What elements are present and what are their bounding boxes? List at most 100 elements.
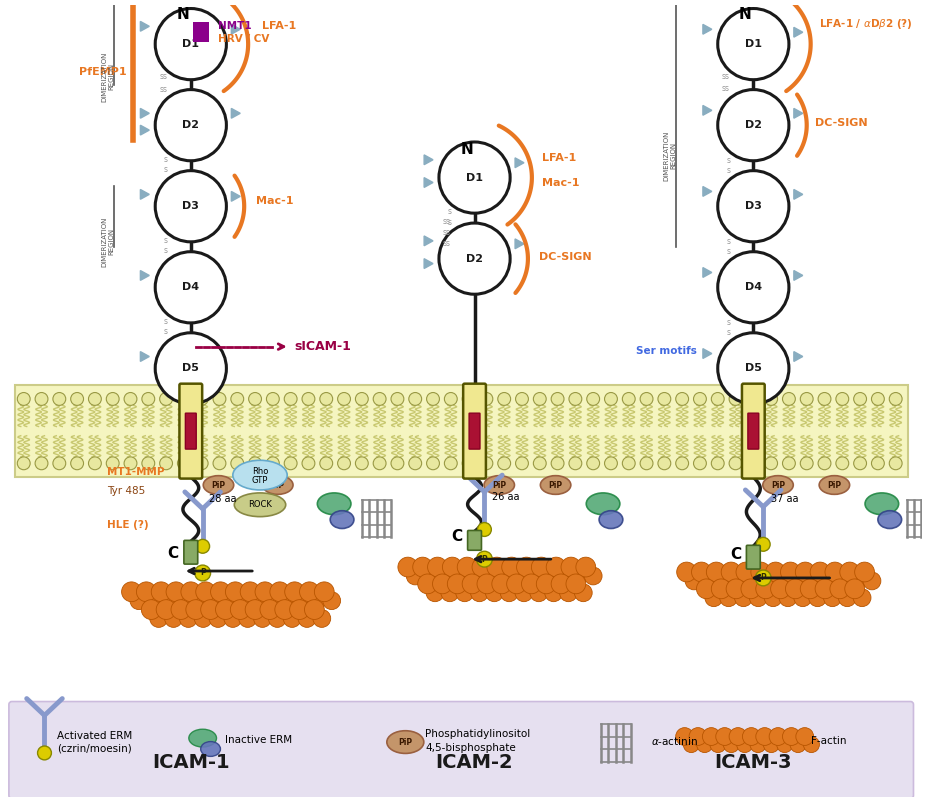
Circle shape — [155, 252, 227, 323]
Circle shape — [675, 727, 693, 745]
Circle shape — [853, 589, 871, 606]
Circle shape — [37, 746, 51, 759]
Circle shape — [160, 457, 173, 470]
Circle shape — [717, 333, 789, 404]
Circle shape — [675, 457, 689, 470]
Circle shape — [145, 592, 162, 610]
Text: s: s — [164, 246, 168, 255]
Circle shape — [142, 600, 161, 619]
Circle shape — [801, 392, 814, 405]
Circle shape — [211, 582, 230, 602]
Circle shape — [721, 562, 741, 582]
Polygon shape — [425, 155, 433, 164]
Circle shape — [500, 584, 518, 602]
Circle shape — [53, 392, 65, 405]
Text: 4,5-bisphosphate: 4,5-bisphosphate — [425, 743, 516, 753]
Circle shape — [759, 572, 777, 589]
Text: MT1-MMP: MT1-MMP — [106, 467, 164, 477]
Text: Rho: Rho — [252, 467, 268, 476]
Circle shape — [230, 600, 250, 619]
Circle shape — [779, 589, 797, 606]
Text: GTP: GTP — [252, 476, 268, 484]
Circle shape — [298, 610, 316, 627]
Text: ss: ss — [721, 72, 730, 81]
Circle shape — [566, 574, 586, 593]
Circle shape — [534, 457, 546, 470]
Circle shape — [373, 392, 386, 405]
Circle shape — [189, 592, 207, 610]
Circle shape — [160, 592, 177, 610]
Circle shape — [716, 727, 733, 745]
Ellipse shape — [865, 493, 898, 515]
Circle shape — [546, 557, 566, 577]
Polygon shape — [140, 125, 149, 135]
Circle shape — [536, 574, 556, 593]
Text: ICAM-3: ICAM-3 — [715, 753, 792, 772]
Circle shape — [889, 457, 902, 470]
Circle shape — [522, 574, 541, 593]
Text: PiP: PiP — [271, 480, 285, 489]
Circle shape — [737, 736, 753, 752]
Circle shape — [234, 592, 252, 610]
Text: ss: ss — [443, 229, 451, 237]
Circle shape — [439, 142, 510, 213]
Circle shape — [717, 252, 789, 323]
Polygon shape — [515, 158, 524, 168]
Polygon shape — [231, 108, 240, 118]
Text: s: s — [727, 237, 731, 246]
Circle shape — [409, 392, 422, 405]
Circle shape — [703, 727, 720, 745]
Circle shape — [717, 90, 789, 160]
Circle shape — [776, 736, 793, 752]
Circle shape — [530, 584, 548, 602]
Circle shape — [745, 572, 762, 589]
Circle shape — [693, 457, 706, 470]
Circle shape — [285, 457, 297, 470]
Circle shape — [809, 589, 827, 606]
Text: C: C — [167, 545, 178, 561]
Circle shape — [406, 567, 425, 585]
Circle shape — [833, 572, 851, 589]
Circle shape — [871, 457, 884, 470]
Text: PiP: PiP — [771, 480, 785, 489]
Circle shape — [729, 727, 747, 745]
Text: NMT1: NMT1 — [218, 22, 252, 31]
Circle shape — [130, 592, 147, 610]
Polygon shape — [140, 22, 149, 31]
Text: N: N — [176, 7, 189, 22]
Circle shape — [711, 457, 724, 470]
Circle shape — [640, 392, 653, 405]
Circle shape — [803, 572, 822, 589]
Text: D1: D1 — [182, 39, 200, 49]
Circle shape — [498, 457, 510, 470]
Circle shape — [195, 457, 208, 470]
Circle shape — [587, 392, 600, 405]
Polygon shape — [425, 177, 433, 188]
Circle shape — [302, 392, 314, 405]
Circle shape — [545, 584, 563, 602]
Circle shape — [444, 392, 457, 405]
Circle shape — [194, 610, 212, 627]
Circle shape — [789, 572, 807, 589]
Circle shape — [757, 537, 770, 551]
Circle shape — [151, 582, 171, 602]
Circle shape — [373, 457, 386, 470]
Circle shape — [71, 457, 84, 470]
Circle shape — [166, 582, 186, 602]
Ellipse shape — [317, 493, 351, 515]
Circle shape — [700, 572, 717, 589]
Text: PiP: PiP — [493, 480, 507, 489]
Circle shape — [640, 457, 653, 470]
Text: D2: D2 — [466, 253, 483, 264]
Text: s: s — [164, 156, 168, 164]
Circle shape — [179, 610, 197, 627]
Circle shape — [174, 592, 192, 610]
Text: C: C — [730, 547, 741, 561]
Circle shape — [717, 9, 789, 79]
Circle shape — [89, 457, 102, 470]
Circle shape — [750, 736, 766, 752]
Text: ICAM-2: ICAM-2 — [436, 753, 513, 772]
Circle shape — [786, 579, 805, 599]
Circle shape — [230, 457, 244, 470]
Circle shape — [790, 736, 806, 752]
